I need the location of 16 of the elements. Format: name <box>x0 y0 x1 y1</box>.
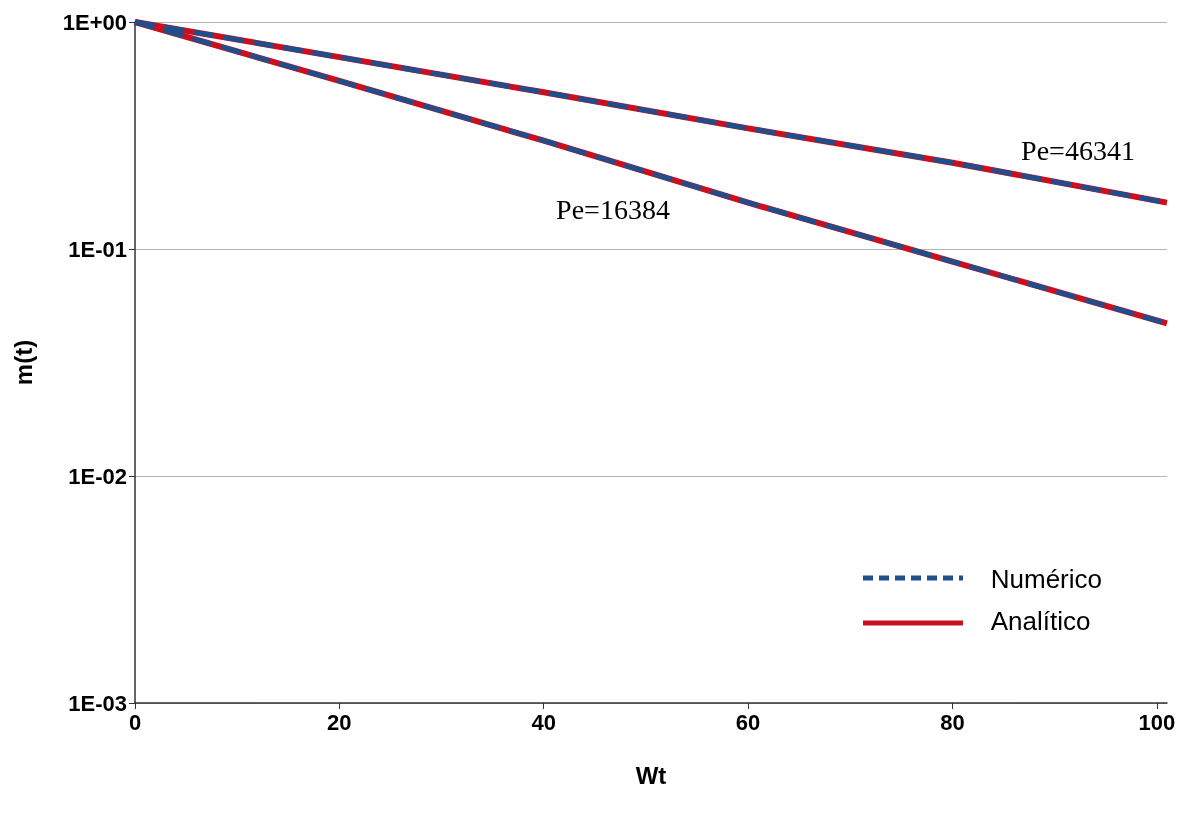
x-tick-label: 100 <box>1138 709 1176 735</box>
y-axis-title: m(t) <box>9 339 37 386</box>
annotation: Pe=46341 <box>1021 134 1135 166</box>
y-tick-label: 1E-01 <box>68 236 127 262</box>
x-tick-label: 60 <box>735 709 761 735</box>
x-tick-label: 20 <box>327 709 352 735</box>
y-tick-label: 1E+00 <box>62 9 127 35</box>
legend-label: Numérico <box>990 564 1102 594</box>
x-tick-label: 80 <box>940 709 965 735</box>
annotation: Pe=16384 <box>556 193 670 225</box>
legend-label: Analítico <box>990 606 1091 636</box>
x-axis-title: Wt <box>635 761 667 789</box>
y-tick-label: 1E-02 <box>68 463 127 489</box>
y-tick-label: 1E-03 <box>68 690 127 716</box>
x-tick-label: 40 <box>531 709 556 735</box>
x-tick-label: 0 <box>128 709 142 735</box>
